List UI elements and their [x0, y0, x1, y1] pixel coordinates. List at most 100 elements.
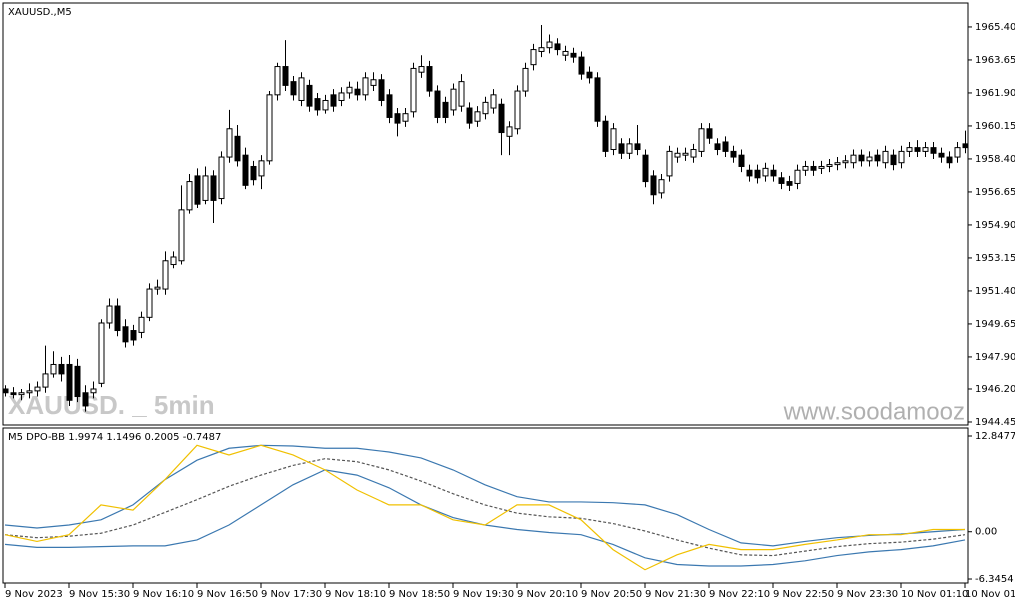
candle-body: [402, 113, 409, 122]
x-tick-label: 9 Nov 21:30: [645, 589, 706, 600]
candle-body: [562, 50, 569, 56]
y-tick-label: 1946.20: [975, 384, 1015, 395]
candle-body: [362, 77, 369, 96]
candle-body: [874, 154, 881, 162]
x-tick-label: 9 Nov 18:10: [325, 589, 386, 600]
watermark: www.soodamooz: [783, 398, 965, 425]
candle-body: [714, 143, 721, 151]
candle-body: [306, 84, 313, 107]
y-tick-label: 1947.90: [975, 352, 1015, 363]
candle-body: [610, 128, 617, 151]
candle-body: [474, 111, 481, 122]
candle-body: [242, 154, 249, 186]
y-tick-label: 1961.90: [975, 88, 1015, 99]
candle-body: [154, 286, 161, 290]
candle-body: [658, 179, 665, 194]
candle-body: [346, 86, 353, 94]
y-tick-label: 1949.65: [975, 319, 1015, 330]
candle-body: [338, 92, 345, 101]
candle-body: [274, 66, 281, 96]
candle-body: [354, 88, 361, 96]
candle-body: [106, 305, 113, 324]
candle-body: [930, 147, 937, 154]
candle-body: [26, 390, 33, 394]
candle-body: [370, 79, 377, 86]
candle-body: [162, 260, 169, 290]
x-tick-label: 9 Nov 17:30: [261, 589, 322, 600]
candle-body: [554, 43, 561, 51]
candle-body: [178, 209, 185, 262]
candle-body: [722, 141, 729, 152]
x-tick-label: 10 Nov 01:50: [965, 589, 1015, 600]
y-tick-label: 1954.90: [975, 220, 1015, 231]
candle-body: [738, 154, 745, 167]
candle-body: [626, 143, 633, 154]
candle-body: [530, 49, 537, 66]
candle-body: [386, 94, 393, 118]
candle-body: [730, 150, 737, 158]
y-tick-label: 1958.40: [975, 154, 1015, 165]
candle-body: [906, 147, 913, 152]
candle-body: [634, 143, 641, 151]
candle-body: [458, 81, 465, 107]
y-tick-label: 1953.15: [975, 253, 1015, 264]
candle-body: [114, 305, 121, 332]
candle-body: [434, 90, 441, 118]
candle-body: [506, 126, 513, 137]
candle-body: [538, 47, 545, 52]
candle-body: [514, 90, 521, 130]
candle-body: [602, 120, 609, 152]
candle-body: [898, 150, 905, 164]
candle-body: [834, 162, 841, 166]
candle-body: [314, 98, 321, 111]
indicator-label: M5 DPO-BB 1.9974 1.1496 0.2005 -0.7487: [8, 432, 221, 443]
x-tick-label: 9 Nov 22:50: [773, 589, 834, 600]
candle-body: [258, 160, 265, 177]
candle-body: [786, 181, 793, 186]
candle-body: [522, 67, 529, 92]
candle-body: [938, 152, 945, 158]
candle-body: [194, 175, 201, 205]
candle-body: [762, 167, 769, 177]
candle-body: [34, 386, 41, 392]
y-tick-label: 1965.40: [975, 22, 1015, 33]
x-tick-label: 10 Nov 01:10: [901, 589, 968, 600]
candle-body: [754, 169, 761, 179]
candle-body: [394, 113, 401, 124]
candle-body: [186, 181, 193, 211]
candle-body: [490, 94, 497, 109]
y-tick-label: 1951.40: [975, 286, 1015, 297]
candle-body: [42, 373, 49, 388]
candle-body: [210, 175, 217, 201]
candle-body: [778, 177, 785, 184]
y-tick-label: 1944.45: [975, 417, 1015, 428]
candle-body: [202, 175, 209, 201]
candle-body: [498, 103, 505, 134]
candle-body: [890, 154, 897, 166]
candle-body: [650, 175, 657, 196]
y-tick-label: 0.00: [975, 527, 997, 538]
candle-body: [122, 326, 129, 343]
candle-body: [570, 52, 577, 58]
candle-body: [378, 79, 385, 101]
candle-body: [266, 94, 273, 162]
candle-body: [290, 81, 297, 96]
candle-body: [818, 165, 825, 169]
candle-body: [10, 392, 17, 396]
y-tick-label: 12.8477: [975, 431, 1015, 442]
y-tick-label: 1956.65: [975, 187, 1015, 198]
candle-body: [882, 150, 889, 164]
candle-body: [826, 164, 833, 167]
candle-body: [450, 88, 457, 111]
candle-body: [642, 154, 649, 183]
candle-body: [482, 101, 489, 115]
candle-body: [746, 169, 753, 177]
candle-body: [250, 165, 257, 181]
x-tick-label: 9 Nov 20:10: [517, 589, 578, 600]
candle-body: [58, 363, 65, 375]
symbol-label: XAUUSD.,M5: [8, 7, 72, 18]
candle-body: [578, 56, 585, 75]
y-tick-label: 1963.65: [975, 55, 1015, 66]
candle-body: [698, 128, 705, 152]
